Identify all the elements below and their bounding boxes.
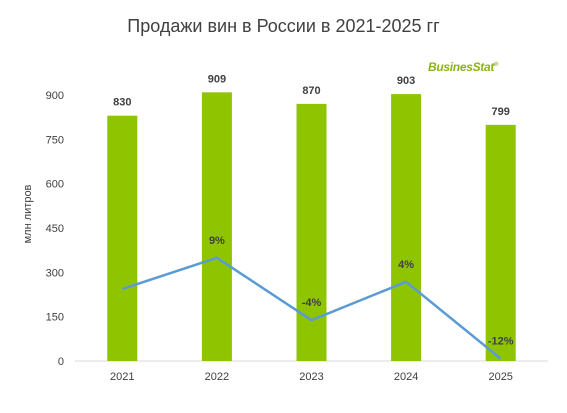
businesstat-logo: BusinesStat® xyxy=(428,60,498,74)
bar xyxy=(296,103,327,361)
bar-value-label: 870 xyxy=(302,85,320,97)
bar-value-label: 903 xyxy=(397,75,415,87)
x-tick-label: 2024 xyxy=(394,371,418,383)
y-tick-label: 150 xyxy=(46,312,64,324)
y-tick-label: 600 xyxy=(46,179,64,191)
y-tick-label: 450 xyxy=(46,223,64,235)
bar-value-label: 909 xyxy=(208,73,226,85)
y-axis-title: млн литров xyxy=(22,184,34,243)
x-axis-tick-labels: 2021 2022 2023 2024 2025 xyxy=(110,371,513,383)
bar-value-label: 799 xyxy=(492,106,510,118)
growth-label: -4% xyxy=(302,297,322,309)
bar xyxy=(485,124,516,362)
chart-title: Продажи вин в России в 2021-2025 гг xyxy=(127,16,440,36)
growth-label: 9% xyxy=(209,235,225,247)
bar xyxy=(391,94,422,361)
y-axis-tick-labels: 0 150 300 450 600 750 900 xyxy=(46,90,64,368)
y-tick-label: 0 xyxy=(58,356,64,368)
x-tick-label: 2022 xyxy=(205,371,229,383)
growth-label: 4% xyxy=(398,259,414,271)
growth-label: -12% xyxy=(488,336,514,348)
bar-value-labels: 830 909 870 903 799 xyxy=(113,73,510,118)
y-tick-label: 300 xyxy=(46,267,64,279)
growth-labels: 9% -4% 4% -12% xyxy=(209,235,514,348)
bar xyxy=(201,92,232,361)
x-tick-label: 2021 xyxy=(110,371,134,383)
bar xyxy=(107,115,138,361)
y-tick-label: 900 xyxy=(46,90,64,102)
bars xyxy=(107,92,516,362)
bar-value-label: 830 xyxy=(113,97,131,109)
y-tick-label: 750 xyxy=(46,134,64,146)
growth-line xyxy=(121,256,502,360)
x-tick-label: 2023 xyxy=(299,371,323,383)
x-tick-label: 2025 xyxy=(488,371,512,383)
logo-text: BusinesStat xyxy=(428,60,495,74)
logo-registered-mark: ® xyxy=(494,62,499,68)
